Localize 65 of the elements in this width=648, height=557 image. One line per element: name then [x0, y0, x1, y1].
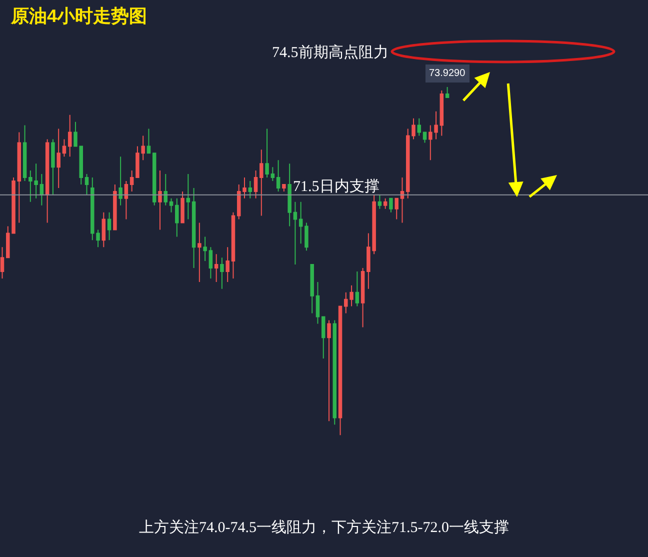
candlestick [113, 184, 117, 230]
candlestick [327, 320, 331, 422]
candlestick [417, 118, 422, 136]
candlestick [270, 166, 275, 182]
candlestick [214, 254, 218, 282]
candlestick [226, 246, 230, 282]
candlestick [198, 222, 202, 282]
candlestick [316, 281, 320, 324]
candlestick [45, 138, 50, 224]
candlestick [152, 152, 156, 206]
candlestick [84, 174, 89, 196]
candlestick [355, 271, 360, 307]
ref-line-label: 71.5日内支撑 [293, 178, 380, 195]
candlestick [164, 174, 168, 206]
candlestick [400, 177, 404, 224]
candlestick [445, 86, 450, 98]
candlestick [304, 222, 308, 252]
candlestick [321, 316, 326, 360]
candlestick [17, 132, 22, 224]
candlestick [208, 246, 213, 279]
text: 73.9290 [429, 68, 466, 79]
candlestick [383, 198, 388, 210]
candlestick [248, 180, 252, 199]
candlestick [422, 132, 427, 144]
candlestick [338, 306, 342, 436]
candlestick [62, 138, 66, 158]
candlestick [260, 149, 264, 216]
candlestick [231, 212, 236, 279]
candlestick [146, 128, 151, 154]
candlestick [102, 212, 106, 248]
candlestick [192, 187, 196, 269]
candlestick [288, 163, 292, 227]
candlestick [332, 320, 337, 426]
candlestick [169, 198, 174, 213]
candlestick [440, 90, 444, 136]
candlestick [130, 170, 134, 192]
candlestick [22, 124, 27, 182]
candlestick [293, 201, 298, 266]
candlestick [180, 190, 184, 224]
candlestick [51, 138, 55, 196]
candlestick [282, 184, 286, 192]
candlestick [378, 194, 382, 210]
candlestick [107, 212, 112, 241]
text: 74.5前期高点阻力 [272, 44, 388, 61]
candlestick [394, 198, 398, 220]
candlestick [40, 174, 44, 206]
candlestick [158, 170, 162, 230]
candlestick [0, 246, 4, 279]
candlestick [254, 170, 258, 199]
candlestick [265, 128, 269, 178]
candlestick [186, 174, 190, 220]
candlestick [175, 198, 179, 238]
candlestick [56, 128, 60, 188]
candlestick [220, 257, 224, 290]
candlestick [68, 114, 72, 158]
candlestick [203, 236, 207, 262]
candlestick [276, 160, 280, 192]
chart-title: 原油4小时走势图 [10, 6, 148, 26]
candlestick [310, 264, 314, 314]
candlestick [124, 180, 128, 220]
text: 上方关注74.0-74.5一线阻力，下方关注71.5-72.0一线支撑 [139, 519, 509, 536]
candlestick [298, 201, 303, 244]
candlestick [118, 156, 122, 206]
candlestick [360, 268, 365, 328]
candlestick [389, 198, 393, 213]
